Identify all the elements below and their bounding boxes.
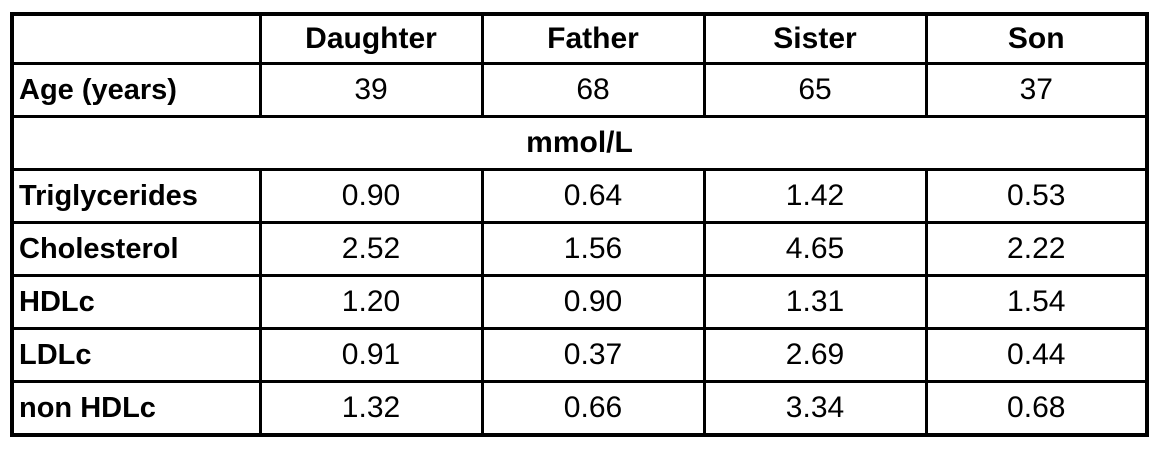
table-row-age: Age (years) 39 68 65 37 [10,62,1149,118]
value-cell: 0.66 [480,380,706,437]
value-cell: 1.54 [924,274,1149,330]
row-label-cholesterol: Cholesterol [10,221,262,277]
value-cell: 1.32 [258,380,484,437]
value-cell: 1.31 [702,274,928,330]
value-cell: 0.90 [480,274,706,330]
column-header-father: Father [480,12,706,65]
value-cell: 4.65 [702,221,928,277]
value-cell: 2.52 [258,221,484,277]
value-cell: 37 [924,62,1149,118]
column-header-sister: Sister [702,12,928,65]
column-header-daughter: Daughter [258,12,484,65]
value-cell: 0.44 [924,327,1149,383]
column-header-son: Son [924,12,1149,65]
header-row: Daughter Father Sister Son [10,12,1149,65]
row-label-non-hdlc: non HDLc [10,380,262,437]
value-cell: 0.91 [258,327,484,383]
table-row-hdlc: HDLc 1.20 0.90 1.31 1.54 [10,274,1149,330]
row-label-triglycerides: Triglycerides [10,168,262,224]
value-cell: 3.34 [702,380,928,437]
unit-banner: mmol/L [10,115,1149,171]
table-row-triglycerides: Triglycerides 0.90 0.64 1.42 0.53 [10,168,1149,224]
table-row-non-hdlc: non HDLc 1.32 0.66 3.34 0.68 [10,380,1149,437]
table-row-cholesterol: Cholesterol 2.52 1.56 4.65 2.22 [10,221,1149,277]
unit-banner-row: mmol/L [10,115,1149,171]
row-label-ldlc: LDLc [10,327,262,383]
value-cell: 0.68 [924,380,1149,437]
value-cell: 1.56 [480,221,706,277]
value-cell: 0.90 [258,168,484,224]
table-row-ldlc: LDLc 0.91 0.37 2.69 0.44 [10,327,1149,383]
value-cell: 2.22 [924,221,1149,277]
lipid-panel-table: Daughter Father Sister Son Age (years) 3… [10,12,1149,437]
value-cell: 1.42 [702,168,928,224]
row-label-hdlc: HDLc [10,274,262,330]
value-cell: 2.69 [702,327,928,383]
value-cell: 65 [702,62,928,118]
corner-cell [10,12,262,65]
value-cell: 39 [258,62,484,118]
value-cell: 0.64 [480,168,706,224]
value-cell: 0.37 [480,327,706,383]
row-label-age: Age (years) [10,62,262,118]
value-cell: 0.53 [924,168,1149,224]
value-cell: 1.20 [258,274,484,330]
value-cell: 68 [480,62,706,118]
